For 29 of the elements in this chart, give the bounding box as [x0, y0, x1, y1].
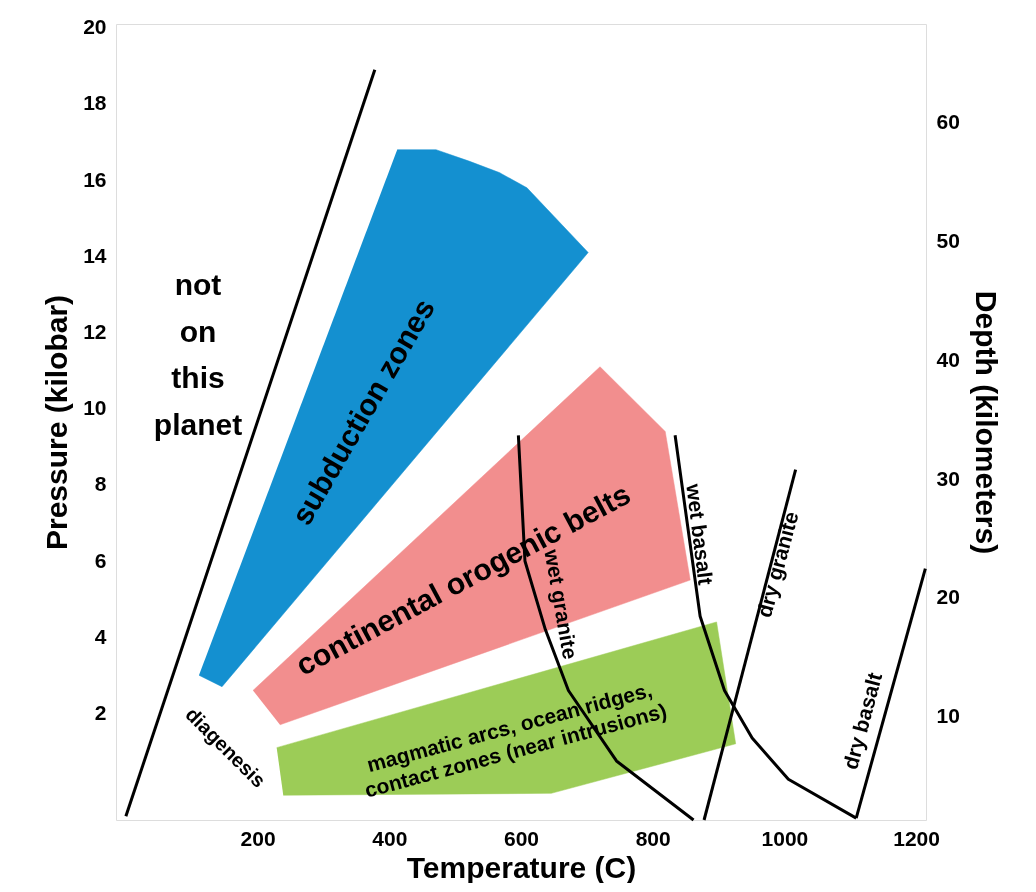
y-tick-label: 18: [83, 91, 107, 115]
y2-tick-label: 50: [936, 228, 960, 252]
y2-axis-title: Depth (kilometers): [969, 290, 1003, 555]
y-tick-label: 16: [83, 167, 107, 191]
x-axis-title: Temperature (C): [406, 850, 637, 884]
y-tick-label: 2: [94, 700, 107, 724]
y-tick-label: 4: [94, 624, 107, 648]
x-tick-label: 800: [635, 826, 671, 850]
y2-tick-label: 40: [936, 347, 960, 371]
y-tick-label: 12: [83, 320, 107, 343]
text: dry granite: [752, 509, 803, 620]
x-tick-label: 400: [372, 826, 408, 850]
text: dry basalt: [838, 670, 887, 772]
y-tick-label: 14: [83, 243, 107, 267]
x-tick-label: 600: [503, 826, 540, 850]
y-tick-label: 10: [83, 396, 107, 420]
y2-tick-label: 10: [936, 704, 960, 728]
y2-tick-label: 60: [936, 110, 960, 134]
annotation: not on this planet: [153, 268, 243, 441]
x-tick-label: 200: [240, 826, 276, 850]
y-axis-title: Pressure (kilobar): [40, 294, 74, 551]
x-tick-label: 1200: [893, 826, 940, 850]
y-tick-label: 20: [83, 15, 107, 39]
y-tick-label: 6: [94, 548, 107, 572]
x-tick-label: 1000: [761, 826, 809, 850]
y-tick-label: 8: [94, 472, 107, 496]
y2-tick-label: 30: [936, 466, 960, 490]
y2-tick-label: 20: [936, 585, 960, 609]
text: wet basalt: [682, 481, 718, 587]
